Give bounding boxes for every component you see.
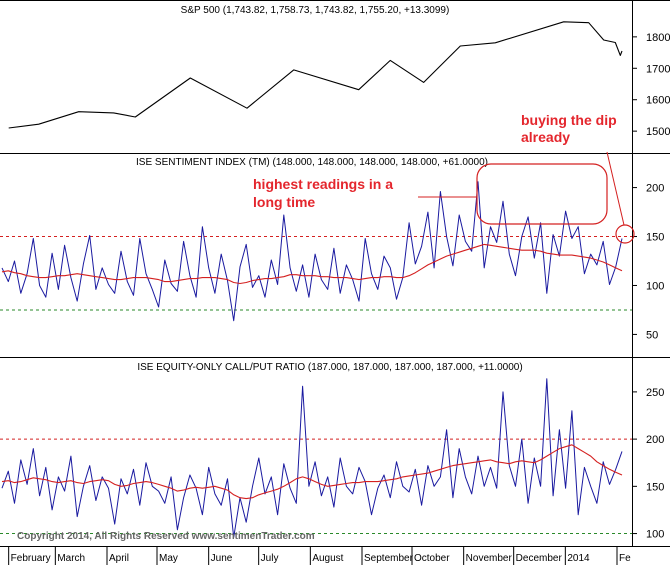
buying-dip-label-line1: buying the dip	[521, 112, 617, 128]
y-tick-label: 50	[646, 329, 658, 341]
copyright-text: Copyright 2014, All Rights Reserved www.…	[17, 531, 315, 542]
sp500-panel-title: S&P 500 (1,743.82, 1,758.73, 1,743.82, 1…	[181, 5, 450, 16]
y-tick-label: 150	[646, 481, 664, 493]
month-label: October	[414, 553, 450, 564]
month-label: June	[211, 553, 233, 564]
highest-readings-box	[476, 163, 608, 225]
x-axis-months: February March April May June July August Septe…	[8, 547, 631, 565]
month-label: Fe	[619, 553, 631, 564]
sp500-price-line	[8, 21, 623, 129]
axes: 1500 1600 1700 1800 50 100 150 200 100 150 200 250	[632, 32, 670, 541]
y-tick-label: 1700	[646, 63, 670, 75]
month-label: September	[364, 553, 414, 564]
month-label: February	[11, 553, 51, 564]
moving-average-line-1	[1, 243, 623, 285]
highest-readings-label-line1: highest readings in a	[253, 176, 393, 192]
moving-average-line-2	[1, 444, 623, 500]
y-tick-label: 1600	[646, 95, 670, 107]
buying-dip-arrow	[606, 151, 625, 226]
buying-dip-label-line2: already	[521, 129, 570, 145]
month-label: July	[261, 553, 279, 564]
y-tick-label: 250	[646, 387, 664, 399]
month-label: March	[57, 553, 85, 564]
y-tick-label: 200	[646, 183, 664, 195]
y-tick-label: 1800	[646, 32, 670, 44]
y-tick-label: 100	[646, 280, 664, 292]
y-tick-label: 150	[646, 232, 664, 244]
index-line-2	[1, 378, 623, 538]
month-label: November	[466, 553, 513, 564]
sentiment-panel-title: ISE SENTIMENT INDEX (TM) (148.000, 148.0…	[136, 157, 488, 168]
month-label: April	[109, 553, 129, 564]
month-label: August	[312, 553, 343, 564]
highest-readings-label-line2: long time	[253, 194, 315, 210]
buying-dip-circle	[615, 224, 635, 244]
month-label: May	[159, 553, 178, 564]
y-tick-label: 100	[646, 529, 664, 541]
y-tick-label: 200	[646, 434, 664, 446]
month-label: December	[516, 553, 563, 564]
callput-panel-title: ISE EQUITY-ONLY CALL/PUT RATIO (187.000,…	[137, 362, 522, 373]
month-label: 2014	[567, 553, 590, 564]
series-lines	[1, 21, 623, 538]
y-tick-label: 1500	[646, 126, 670, 138]
